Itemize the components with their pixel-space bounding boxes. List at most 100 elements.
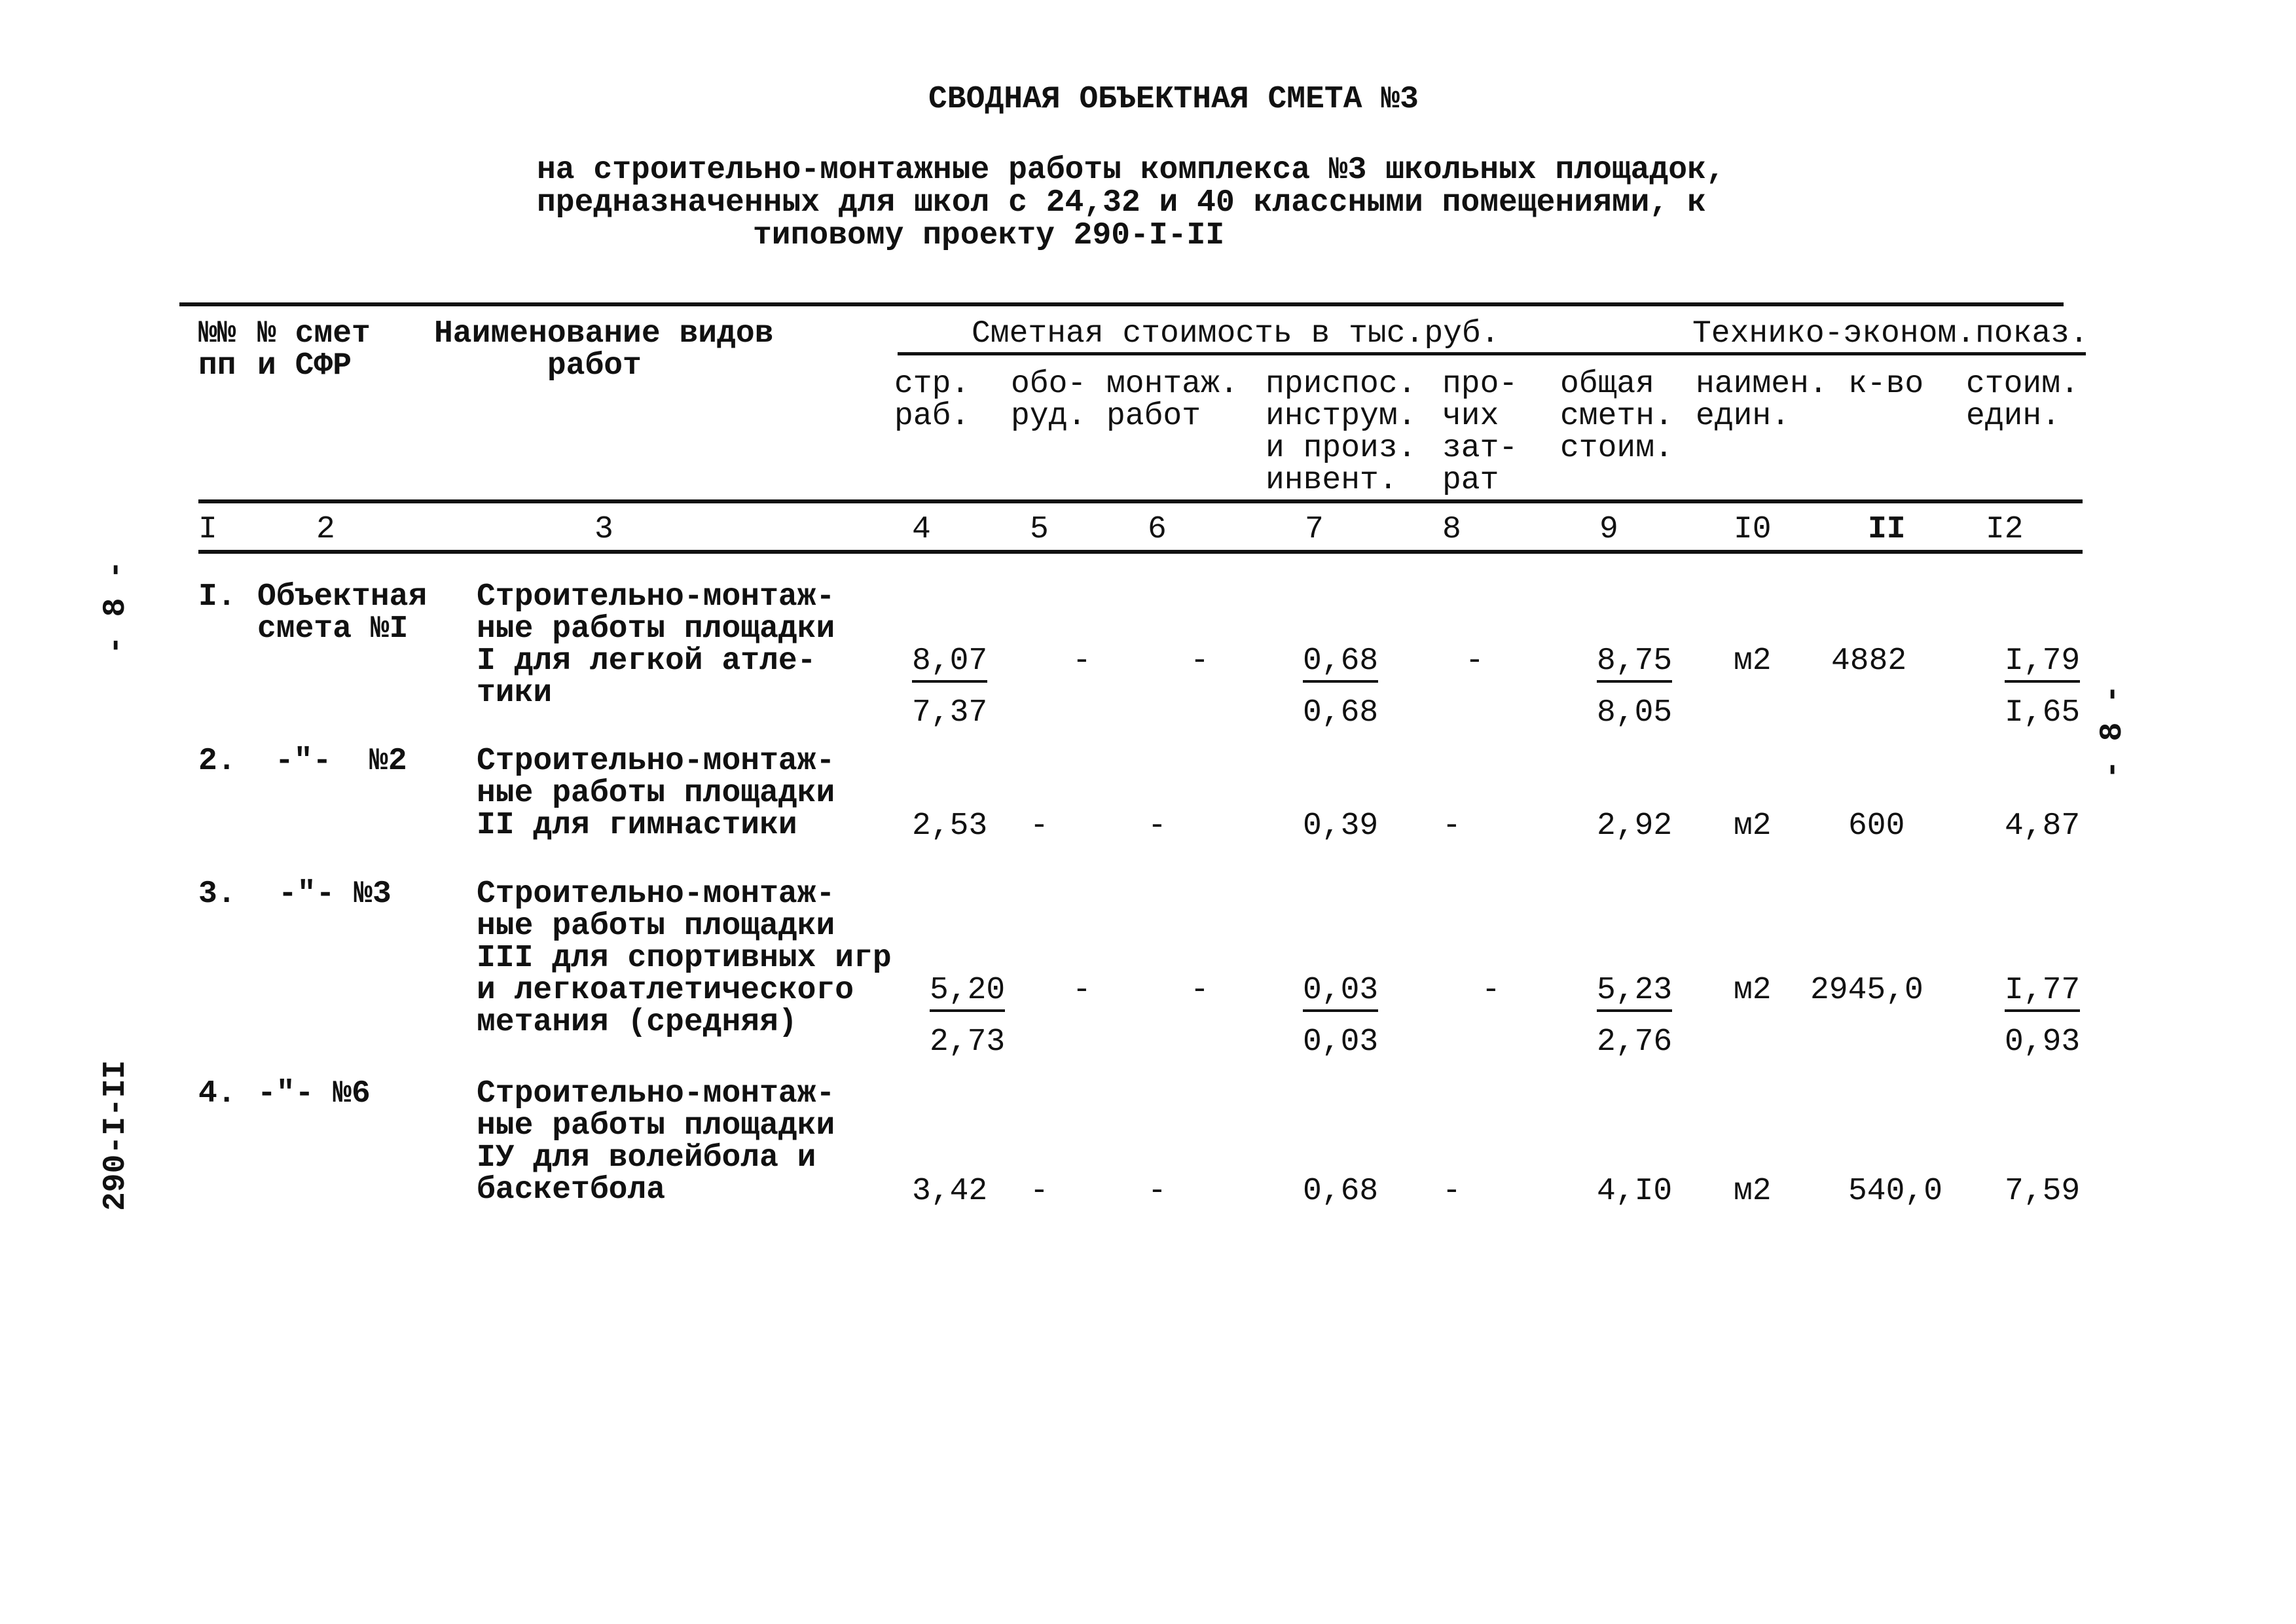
row-3-smeta: -"- №3 <box>278 876 392 912</box>
row-2-unit-cost: 4,87 <box>2005 808 2081 844</box>
row-1-qty: 4882 <box>1831 643 1907 679</box>
col-number-12: I2 <box>1986 512 2024 547</box>
numerator: 8,07 <box>912 645 988 683</box>
numerator: 5,20 <box>930 975 1006 1012</box>
number-rule <box>198 550 2083 554</box>
group-rule <box>898 352 2086 355</box>
col-number-6: 6 <box>1148 512 1167 547</box>
subtitle-line-3: типовому проекту 290-I-II <box>753 218 1225 253</box>
row-4-obor: - <box>1030 1174 1049 1209</box>
header-col-4: стр. раб. <box>894 367 970 434</box>
row-3-obor: - <box>1072 973 1091 1008</box>
row-3-proch: - <box>1482 973 1501 1008</box>
col-number-3: 3 <box>594 512 613 547</box>
row-1-proch: - <box>1465 643 1484 679</box>
row-2-prisp: 0,39 <box>1303 808 1379 844</box>
row-4-name: Строительно-монтаж- ные работы площадки … <box>477 1076 835 1208</box>
header-col-11: к-во <box>1848 367 1924 402</box>
row-1-unit-cost: I,79 I,65 <box>2005 645 2081 731</box>
row-4-total: 4,I0 <box>1597 1174 1673 1209</box>
document-title: СВОДНАЯ ОБЪЕКТНАЯ СМЕТА №3 <box>928 82 1419 117</box>
col-number-8: 8 <box>1442 512 1461 547</box>
header-col-9: общая сметн. стоим. <box>1560 367 1673 466</box>
row-4-proch: - <box>1442 1174 1461 1209</box>
subtitle-line-1: на строительно-монтажные работы комплекс… <box>537 153 1725 188</box>
row-1-unit: м2 <box>1734 643 1772 679</box>
row-3-unit-cost: I,77 0,93 <box>2005 975 2081 1060</box>
denominator: 0,68 <box>1303 695 1379 731</box>
header-group-tech: Технико-эконом.показ. <box>1692 316 2088 352</box>
header-col-3: Наименование видов работ <box>434 316 774 384</box>
row-3-total: 5,23 2,76 <box>1597 975 1673 1060</box>
page-number-left: - 8 - <box>98 560 134 655</box>
row-2-total: 2,92 <box>1597 808 1673 844</box>
header-col-1: №№ пп <box>198 316 236 384</box>
numerator: I,79 <box>2005 645 2081 683</box>
header-rule <box>198 499 2083 503</box>
denominator: I,65 <box>2005 695 2081 731</box>
col-number-10: I0 <box>1734 512 1772 547</box>
col-number-7: 7 <box>1305 512 1324 547</box>
denominator: 7,37 <box>912 695 988 731</box>
numerator: 8,75 <box>1597 645 1673 683</box>
row-1-mont: - <box>1190 643 1209 679</box>
row-3-number: 3. <box>198 876 236 912</box>
row-1-number: I. <box>198 579 236 615</box>
row-4-str: 3,42 <box>912 1174 988 1209</box>
denominator: 8,05 <box>1597 695 1673 731</box>
row-3-name: Строительно-монтаж- ные работы площадки … <box>477 876 892 1040</box>
row-2-qty: 600 <box>1848 808 1905 844</box>
header-col-8: про- чих зат- рат <box>1442 367 1518 498</box>
row-2-number: 2. <box>198 744 236 779</box>
header-col-12: стоим. един. <box>1966 367 2079 434</box>
row-4-smeta: -"- №6 <box>257 1076 371 1111</box>
row-3-qty: 2945,0 <box>1810 973 1923 1008</box>
row-2-unit: м2 <box>1734 808 1772 844</box>
row-1-prisp: 0,68 0,68 <box>1303 645 1379 731</box>
row-4-qty: 540,0 <box>1848 1174 1943 1209</box>
row-1-total: 8,75 8,05 <box>1597 645 1673 731</box>
numerator: 5,23 <box>1597 975 1673 1012</box>
denominator: 0,03 <box>1303 1024 1379 1060</box>
row-3-str: 5,20 2,73 <box>930 975 1006 1060</box>
row-4-unit-cost: 7,59 <box>2005 1174 2081 1209</box>
col-number-1: I <box>198 512 217 547</box>
header-col-10: наимен. един. <box>1696 367 1828 434</box>
row-1-str: 8,07 7,37 <box>912 645 988 731</box>
page-number-right: - 8 - <box>2095 684 2130 779</box>
row-2-proch: - <box>1442 808 1461 844</box>
col-number-9: 9 <box>1599 512 1618 547</box>
numerator: 0,68 <box>1303 645 1379 683</box>
col-number-5: 5 <box>1030 512 1049 547</box>
header-col-7: приспос. инструм. и произ. инвент. <box>1266 367 1417 498</box>
row-3-prisp: 0,03 0,03 <box>1303 975 1379 1060</box>
header-col-2: № смет и СФР <box>257 316 371 384</box>
row-3-mont: - <box>1190 973 1209 1008</box>
row-1-obor: - <box>1072 643 1091 679</box>
row-2-mont: - <box>1148 808 1167 844</box>
row-3-unit: м2 <box>1734 973 1772 1008</box>
header-group-cost: Сметная стоимость в тыс.руб. <box>972 316 1500 352</box>
denominator: 2,73 <box>930 1024 1006 1060</box>
denominator: 0,93 <box>2005 1024 2081 1060</box>
numerator: 0,03 <box>1303 975 1379 1012</box>
col-number-11: II <box>1868 512 1906 547</box>
header-col-6: монтаж. работ <box>1106 367 1239 434</box>
row-4-mont: - <box>1148 1174 1167 1209</box>
row-2-smeta: -"- №2 <box>275 744 407 779</box>
col-number-4: 4 <box>912 512 931 547</box>
project-code-margin: 290-I-II <box>98 1060 134 1211</box>
row-2-name: Строительно-монтаж- ные работы площадки … <box>477 744 835 843</box>
top-rule <box>179 302 2064 306</box>
col-number-2: 2 <box>316 512 335 547</box>
numerator: I,77 <box>2005 975 2081 1012</box>
row-1-smeta: Объектная смета №I <box>257 579 428 647</box>
header-col-5: обо- руд. <box>1011 367 1087 434</box>
row-4-number: 4. <box>198 1076 236 1111</box>
row-4-prisp: 0,68 <box>1303 1174 1379 1209</box>
row-2-obor: - <box>1030 808 1049 844</box>
row-2-str: 2,53 <box>912 808 988 844</box>
subtitle-line-2: предназначенных для школ с 24,32 и 40 кл… <box>537 185 1706 221</box>
row-4-unit: м2 <box>1734 1174 1772 1209</box>
denominator: 2,76 <box>1597 1024 1673 1060</box>
